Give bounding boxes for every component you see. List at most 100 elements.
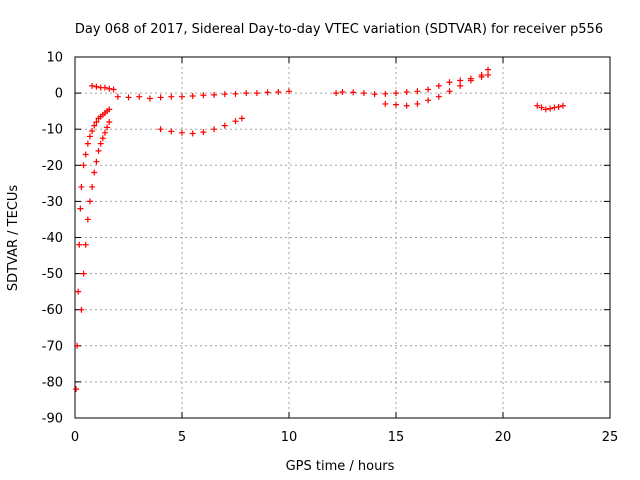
data-point xyxy=(414,88,421,95)
data-point xyxy=(382,90,389,97)
data-point xyxy=(551,104,558,111)
data-point xyxy=(73,386,80,393)
data-point xyxy=(286,88,292,95)
data-point xyxy=(89,128,96,135)
data-point xyxy=(457,77,464,84)
data-point xyxy=(168,93,175,100)
data-point xyxy=(538,104,545,111)
y-tick-label: -60 xyxy=(42,303,63,318)
data-point xyxy=(382,100,389,107)
data-point xyxy=(360,90,367,97)
data-point xyxy=(78,306,85,313)
series-arc-1 xyxy=(73,106,113,393)
data-point xyxy=(547,105,554,112)
data-point xyxy=(425,86,432,93)
x-axis-label: GPS time / hours xyxy=(286,459,395,474)
y-tick-label: -80 xyxy=(42,375,63,390)
data-point xyxy=(80,270,87,277)
data-point xyxy=(467,77,474,84)
data-point xyxy=(93,158,100,165)
data-point xyxy=(414,100,421,107)
data-point xyxy=(211,126,218,133)
series-arc-2 xyxy=(78,118,113,313)
data-point xyxy=(78,183,85,190)
data-point xyxy=(86,198,93,205)
data-point xyxy=(86,133,93,140)
data-point xyxy=(89,82,96,89)
data-point xyxy=(403,102,410,109)
y-tick-label: -50 xyxy=(42,267,63,282)
data-point xyxy=(146,95,153,102)
data-point xyxy=(275,89,282,96)
data-point xyxy=(350,89,357,96)
data-point xyxy=(80,162,87,169)
data-point xyxy=(89,183,96,190)
data-point xyxy=(457,82,464,89)
data-point xyxy=(189,130,196,137)
data-point xyxy=(485,66,492,73)
data-point xyxy=(403,89,410,96)
grid xyxy=(75,57,610,418)
data-point xyxy=(157,126,164,133)
data-point xyxy=(179,93,185,100)
x-tick-label: 10 xyxy=(281,430,298,445)
data-point xyxy=(232,90,239,97)
data-point xyxy=(393,90,399,97)
x-tick-label: 20 xyxy=(495,430,512,445)
data-point xyxy=(238,115,245,122)
series-arc-6 xyxy=(382,66,492,109)
data-point xyxy=(101,129,108,136)
y-axis-label: SDTVAR / TECUs xyxy=(6,185,21,292)
data-point xyxy=(264,89,271,96)
y-tick-label: -10 xyxy=(42,123,63,138)
data-point xyxy=(97,140,104,147)
y-tick-label: -40 xyxy=(42,231,63,246)
data-point xyxy=(110,86,117,93)
data-point xyxy=(221,91,228,98)
data-point xyxy=(371,91,378,98)
data-point xyxy=(93,118,100,125)
data-point xyxy=(106,106,113,113)
x-tick-label: 25 xyxy=(602,430,619,445)
data-point xyxy=(232,118,239,125)
data-point xyxy=(435,93,442,100)
data-point xyxy=(75,288,82,295)
data-point xyxy=(425,97,432,104)
series-arc-4 xyxy=(157,115,245,137)
data-point xyxy=(243,90,250,97)
data-point xyxy=(179,129,185,136)
data-point xyxy=(559,102,566,109)
data-point xyxy=(221,122,228,129)
data-points xyxy=(73,66,566,393)
x-tick-label: 5 xyxy=(178,430,186,445)
chart-title: Day 068 of 2017, Sidereal Day-to-day VTE… xyxy=(75,22,603,37)
data-point xyxy=(82,241,89,248)
data-point xyxy=(106,85,113,92)
data-point xyxy=(542,106,549,113)
data-point xyxy=(76,241,83,248)
series-arc-3 xyxy=(89,82,292,102)
y-tick-label: -20 xyxy=(42,159,63,174)
data-point xyxy=(74,342,81,349)
data-point xyxy=(211,91,218,98)
data-point xyxy=(200,92,207,99)
data-point xyxy=(555,103,562,110)
data-point xyxy=(339,89,346,96)
data-point xyxy=(393,101,399,108)
y-tick-label: -30 xyxy=(42,195,63,210)
data-point xyxy=(125,94,132,101)
data-point xyxy=(77,205,84,212)
data-point xyxy=(189,92,196,99)
data-point xyxy=(91,122,98,129)
y-tick-label: 0 xyxy=(55,87,63,102)
data-point xyxy=(104,124,111,131)
data-point xyxy=(136,93,143,100)
data-point xyxy=(84,216,91,223)
x-tick-label: 15 xyxy=(388,430,405,445)
data-point xyxy=(84,140,91,147)
data-point xyxy=(478,72,485,79)
data-point xyxy=(435,82,442,89)
series-arc-7 xyxy=(534,102,566,113)
